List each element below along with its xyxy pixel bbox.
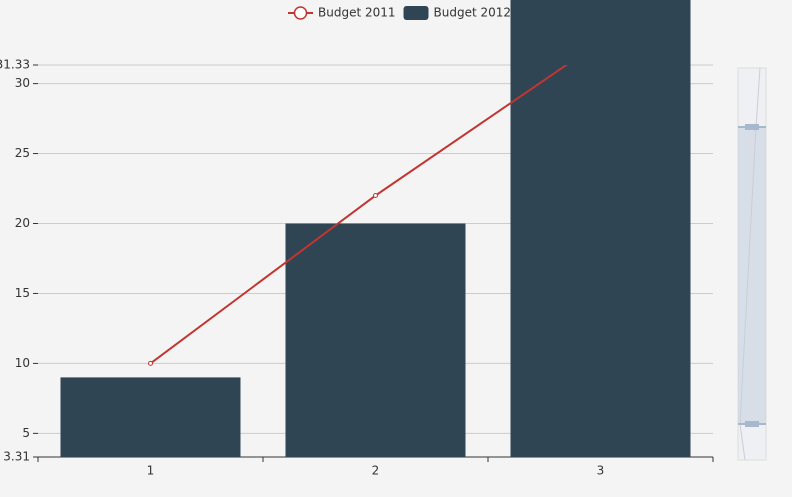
line-series — [148, 65, 569, 366]
x-tick-label: 3 — [597, 464, 605, 478]
zoom-handle[interactable] — [745, 421, 759, 427]
bar — [285, 223, 466, 457]
y-tick-label: 25 — [15, 146, 30, 160]
line-point — [148, 360, 153, 366]
legend-label: Budget 2011 — [318, 6, 396, 20]
y-tick-label: 3.31 — [3, 450, 30, 464]
zoom-shadow — [739, 67, 761, 461]
bar — [510, 0, 691, 458]
legend-icon — [403, 6, 429, 20]
y-tick-label: 20 — [15, 216, 30, 230]
line-point — [373, 193, 378, 199]
y-tick-label: 5 — [22, 426, 30, 440]
y-tick-label: 10 — [15, 356, 30, 370]
x-tick-label: 1 — [147, 464, 155, 478]
y-tick-label: 15 — [15, 286, 30, 300]
y-tick-label: 31.33 — [0, 58, 30, 72]
legend-label: Budget 2012 — [434, 6, 512, 20]
legend-icon — [293, 6, 308, 20]
zoom-handle[interactable] — [745, 124, 759, 130]
y-tick-label: 30 — [15, 76, 30, 90]
x-tick-label: 2 — [372, 464, 380, 478]
bar — [60, 377, 241, 457]
data-zoom[interactable] — [737, 67, 767, 461]
